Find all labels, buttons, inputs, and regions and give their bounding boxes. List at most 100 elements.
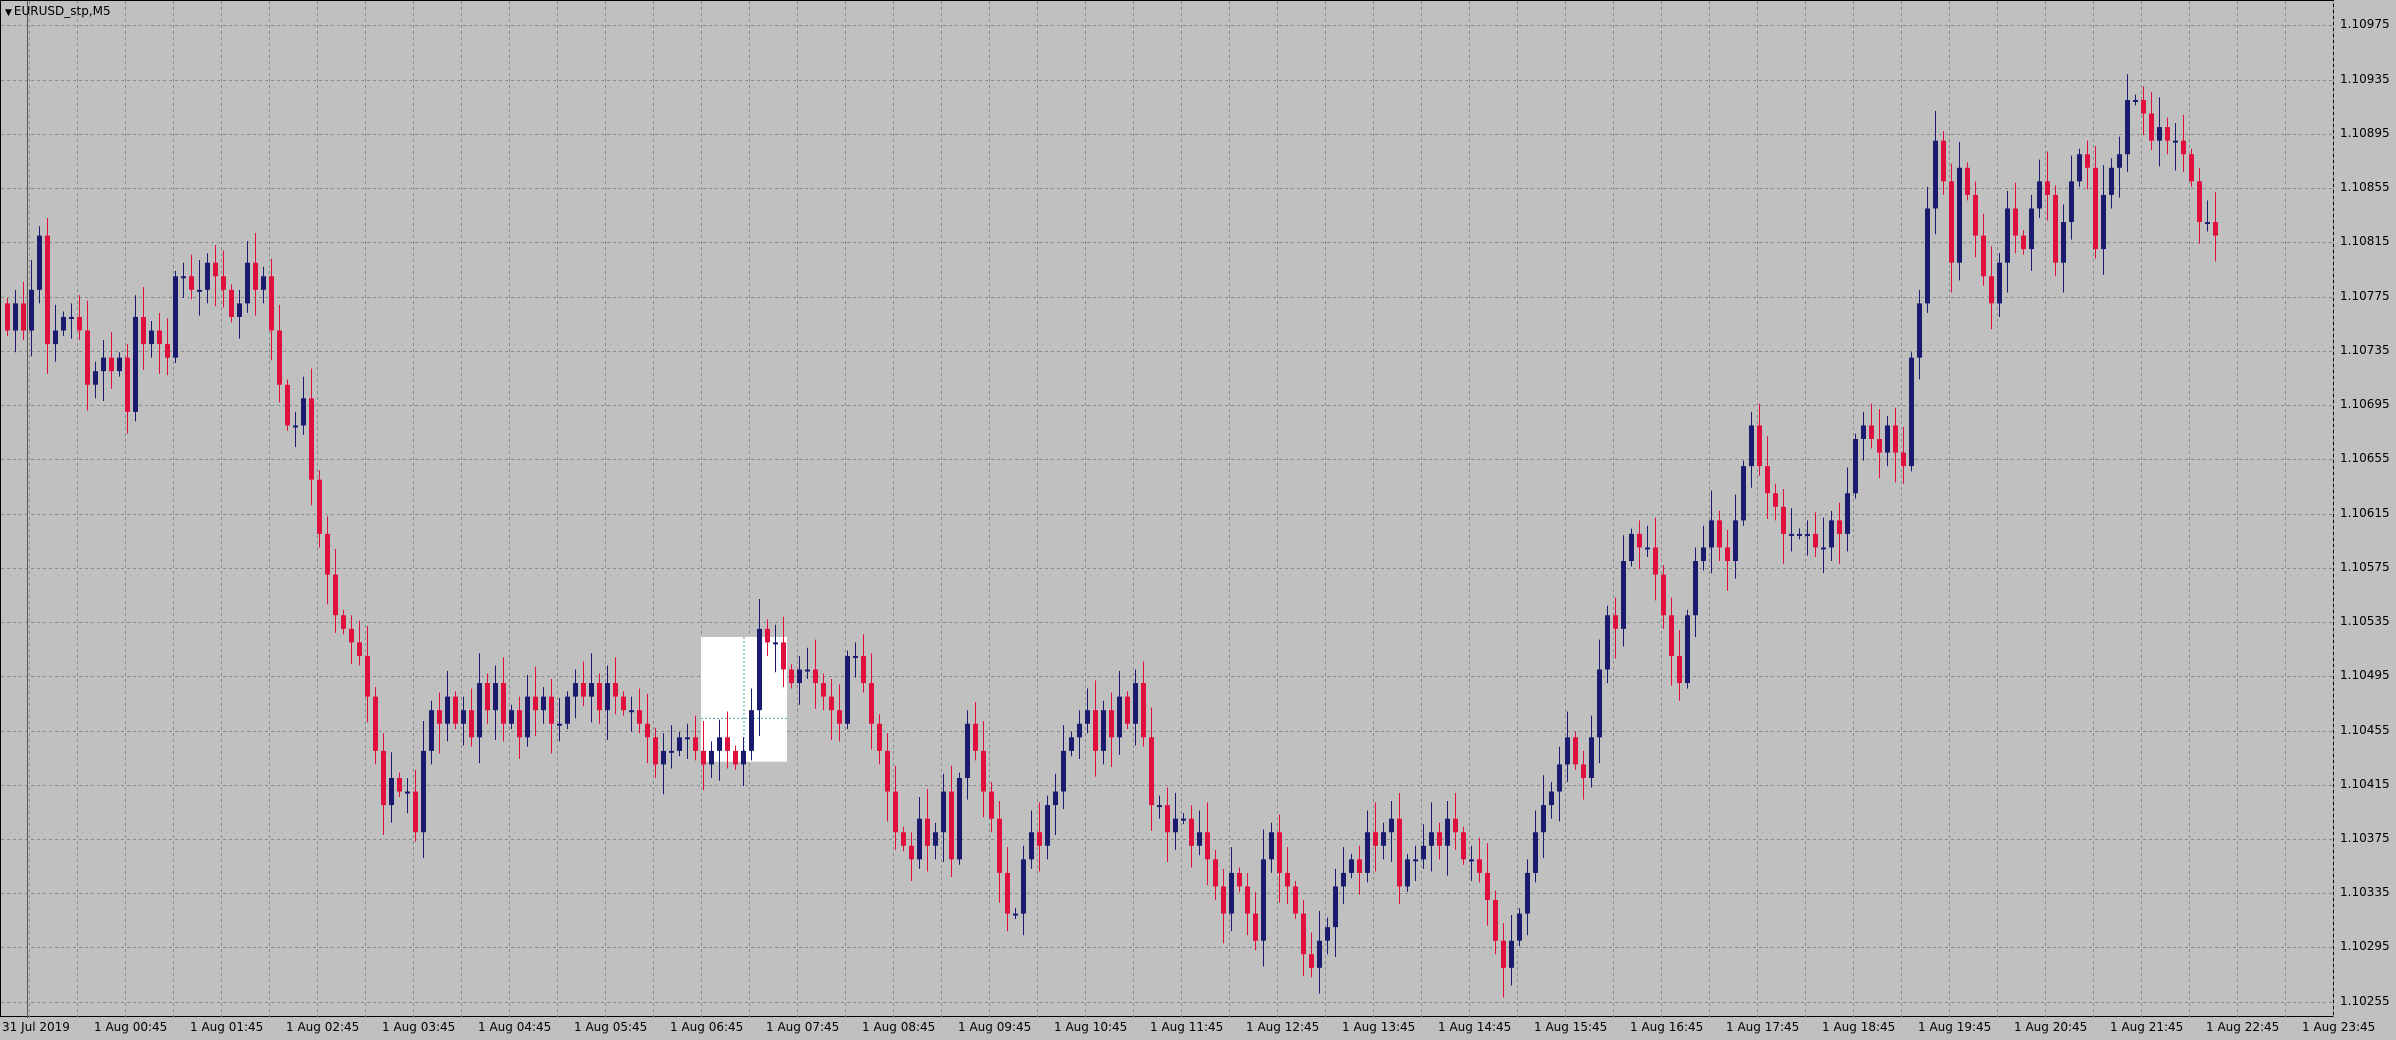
bear-candle-body bbox=[1941, 140, 1946, 182]
bull-candle-body bbox=[1349, 859, 1354, 873]
bull-candle-body bbox=[629, 710, 634, 713]
bear-candle-body bbox=[1677, 655, 1682, 684]
bull-candle-body bbox=[1173, 818, 1178, 833]
bull-candle-body bbox=[1645, 547, 1650, 550]
bull-candle-body bbox=[1181, 818, 1186, 821]
bear-candle-body bbox=[1453, 818, 1458, 833]
bear-candle-body bbox=[885, 750, 890, 792]
price-axis-label: 1.10895 bbox=[2340, 125, 2390, 140]
bull-candle-body bbox=[445, 696, 450, 724]
bear-candle-body bbox=[1781, 506, 1786, 534]
bull-candle-body bbox=[2061, 222, 2066, 263]
bear-candle-body bbox=[1237, 872, 1242, 887]
time-axis-label: 1 Aug 04:45 bbox=[478, 1020, 552, 1034]
bear-candle-body bbox=[1477, 859, 1482, 873]
bear-candle-body bbox=[645, 723, 650, 738]
bear-candle-body bbox=[365, 655, 370, 697]
bull-candle-body bbox=[429, 710, 434, 751]
bull-candle-body bbox=[2125, 99, 2130, 155]
bear-candle-body bbox=[437, 710, 442, 724]
time-axis-label: 1 Aug 10:45 bbox=[1054, 1020, 1128, 1034]
bear-candle-body bbox=[1661, 574, 1666, 616]
bear-candle-body bbox=[1373, 832, 1378, 846]
bear-candle-body bbox=[125, 357, 130, 412]
bull-candle-body bbox=[661, 750, 666, 765]
bull-candle-body bbox=[1333, 886, 1338, 928]
bull-candle-body bbox=[1933, 140, 1938, 209]
bull-candle-body bbox=[1829, 520, 1834, 548]
price-axis-label: 1.10815 bbox=[2340, 234, 2390, 249]
bull-candle-body bbox=[1365, 832, 1370, 873]
chart-title[interactable]: ▼ EURUSD_stp,M5 bbox=[5, 4, 111, 18]
bull-candle-body bbox=[749, 710, 754, 751]
bull-candle-body bbox=[421, 750, 426, 833]
bear-candle-body bbox=[229, 289, 234, 317]
bull-candle-body bbox=[1557, 764, 1562, 792]
bear-candle-body bbox=[1293, 886, 1298, 914]
time-axis-label: 1 Aug 19:45 bbox=[1918, 1020, 1992, 1034]
bear-candle-body bbox=[253, 262, 258, 290]
time-axis-label: 1 Aug 07:45 bbox=[766, 1020, 840, 1034]
caret-down-icon[interactable]: ▼ bbox=[5, 8, 12, 18]
price-axis-label: 1.10295 bbox=[2340, 939, 2390, 954]
bear-candle-body bbox=[877, 723, 882, 751]
bear-candle-body bbox=[213, 262, 218, 277]
bear-candle-body bbox=[1869, 425, 1874, 439]
bull-candle-body bbox=[573, 683, 578, 697]
price-axis-label: 1.10255 bbox=[2340, 993, 2390, 1008]
bull-candle-body bbox=[2133, 99, 2138, 102]
bull-candle-body bbox=[205, 262, 210, 290]
bear-candle-body bbox=[693, 737, 698, 751]
price-axis-label: 1.10575 bbox=[2340, 559, 2390, 574]
bear-candle-body bbox=[1253, 913, 1258, 941]
bull-candle-body bbox=[1629, 533, 1634, 562]
bull-candle-body bbox=[2173, 140, 2178, 143]
time-axis[interactable]: 31 Jul 2019 1 Aug 00:45 1 Aug 01:45 1 Aug 0… bbox=[0, 1017, 2375, 1040]
chart-plot-area[interactable]: ▼ EURUSD_stp,M5 bbox=[0, 0, 2335, 1018]
bull-candle-body bbox=[1621, 561, 1626, 629]
bull-candle-body bbox=[1429, 832, 1434, 846]
bear-candle-body bbox=[1501, 940, 1506, 968]
bull-candle-body bbox=[237, 303, 242, 317]
bull-candle-body bbox=[1053, 791, 1058, 806]
bear-candle-body bbox=[1309, 954, 1314, 968]
bull-candle-body bbox=[2077, 154, 2082, 182]
bear-candle-body bbox=[1277, 832, 1282, 873]
bear-candle-body bbox=[1037, 832, 1042, 846]
bull-candle-body bbox=[1085, 710, 1090, 724]
bull-candle-body bbox=[2109, 167, 2114, 195]
bull-candle-body bbox=[1917, 303, 1922, 358]
bear-candle-body bbox=[909, 845, 914, 860]
bull-candle-body bbox=[757, 628, 762, 711]
bull-candle-body bbox=[117, 357, 122, 372]
bear-candle-body bbox=[2141, 99, 2146, 114]
time-axis-label: 1 Aug 00:45 bbox=[94, 1020, 168, 1034]
bull-candle-body bbox=[1741, 466, 1746, 521]
bear-candle-body bbox=[2053, 194, 2058, 263]
bear-candle-body bbox=[2085, 154, 2090, 168]
bear-candle-body bbox=[317, 479, 322, 534]
time-axis-label: 1 Aug 22:45 bbox=[2206, 1020, 2280, 1034]
time-axis-label: 1 Aug 09:45 bbox=[958, 1020, 1032, 1034]
bear-candle-body bbox=[341, 615, 346, 629]
bear-candle-body bbox=[357, 642, 362, 656]
bull-candle-body bbox=[1533, 832, 1538, 873]
price-axis-label: 1.10735 bbox=[2340, 342, 2390, 357]
candlestick-chart[interactable] bbox=[1, 1, 2335, 1018]
bear-candle-body bbox=[413, 791, 418, 833]
bear-candle-body bbox=[1717, 520, 1722, 548]
bull-candle-body bbox=[933, 832, 938, 846]
time-axis-label: 1 Aug 05:45 bbox=[574, 1020, 648, 1034]
bull-candle-body bbox=[741, 750, 746, 765]
bull-candle-body bbox=[1101, 710, 1106, 751]
bull-candle-body bbox=[1069, 737, 1074, 751]
bull-candle-body bbox=[917, 818, 922, 860]
bull-candle-body bbox=[2005, 208, 2010, 263]
bear-candle-body bbox=[2045, 181, 2050, 195]
bear-candle-body bbox=[1093, 710, 1098, 751]
bull-candle-body bbox=[1157, 805, 1162, 808]
bear-candle-body bbox=[901, 832, 906, 846]
bear-candle-body bbox=[1573, 737, 1578, 765]
price-axis[interactable]: 1.10975 1.10935 1.10895 1.10855 1.10815 1.107… bbox=[2334, 0, 2396, 1017]
